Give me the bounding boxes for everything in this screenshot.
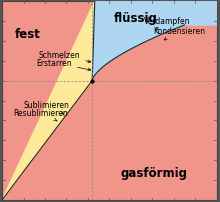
Polygon shape [2, 2, 217, 200]
Text: Resublimieren: Resublimieren [13, 108, 68, 121]
Text: Schmelzen: Schmelzen [38, 51, 91, 63]
Text: Verdampfen: Verdampfen [144, 17, 191, 31]
Text: gasförmig: gasförmig [120, 166, 187, 179]
Polygon shape [92, 2, 217, 81]
Text: Sublimieren: Sublimieren [24, 100, 70, 115]
Text: Kondensieren: Kondensieren [153, 27, 205, 41]
Text: Erstarren: Erstarren [37, 59, 91, 72]
Text: fest: fest [15, 28, 41, 41]
Text: flüssig: flüssig [114, 12, 158, 25]
Polygon shape [2, 2, 95, 200]
